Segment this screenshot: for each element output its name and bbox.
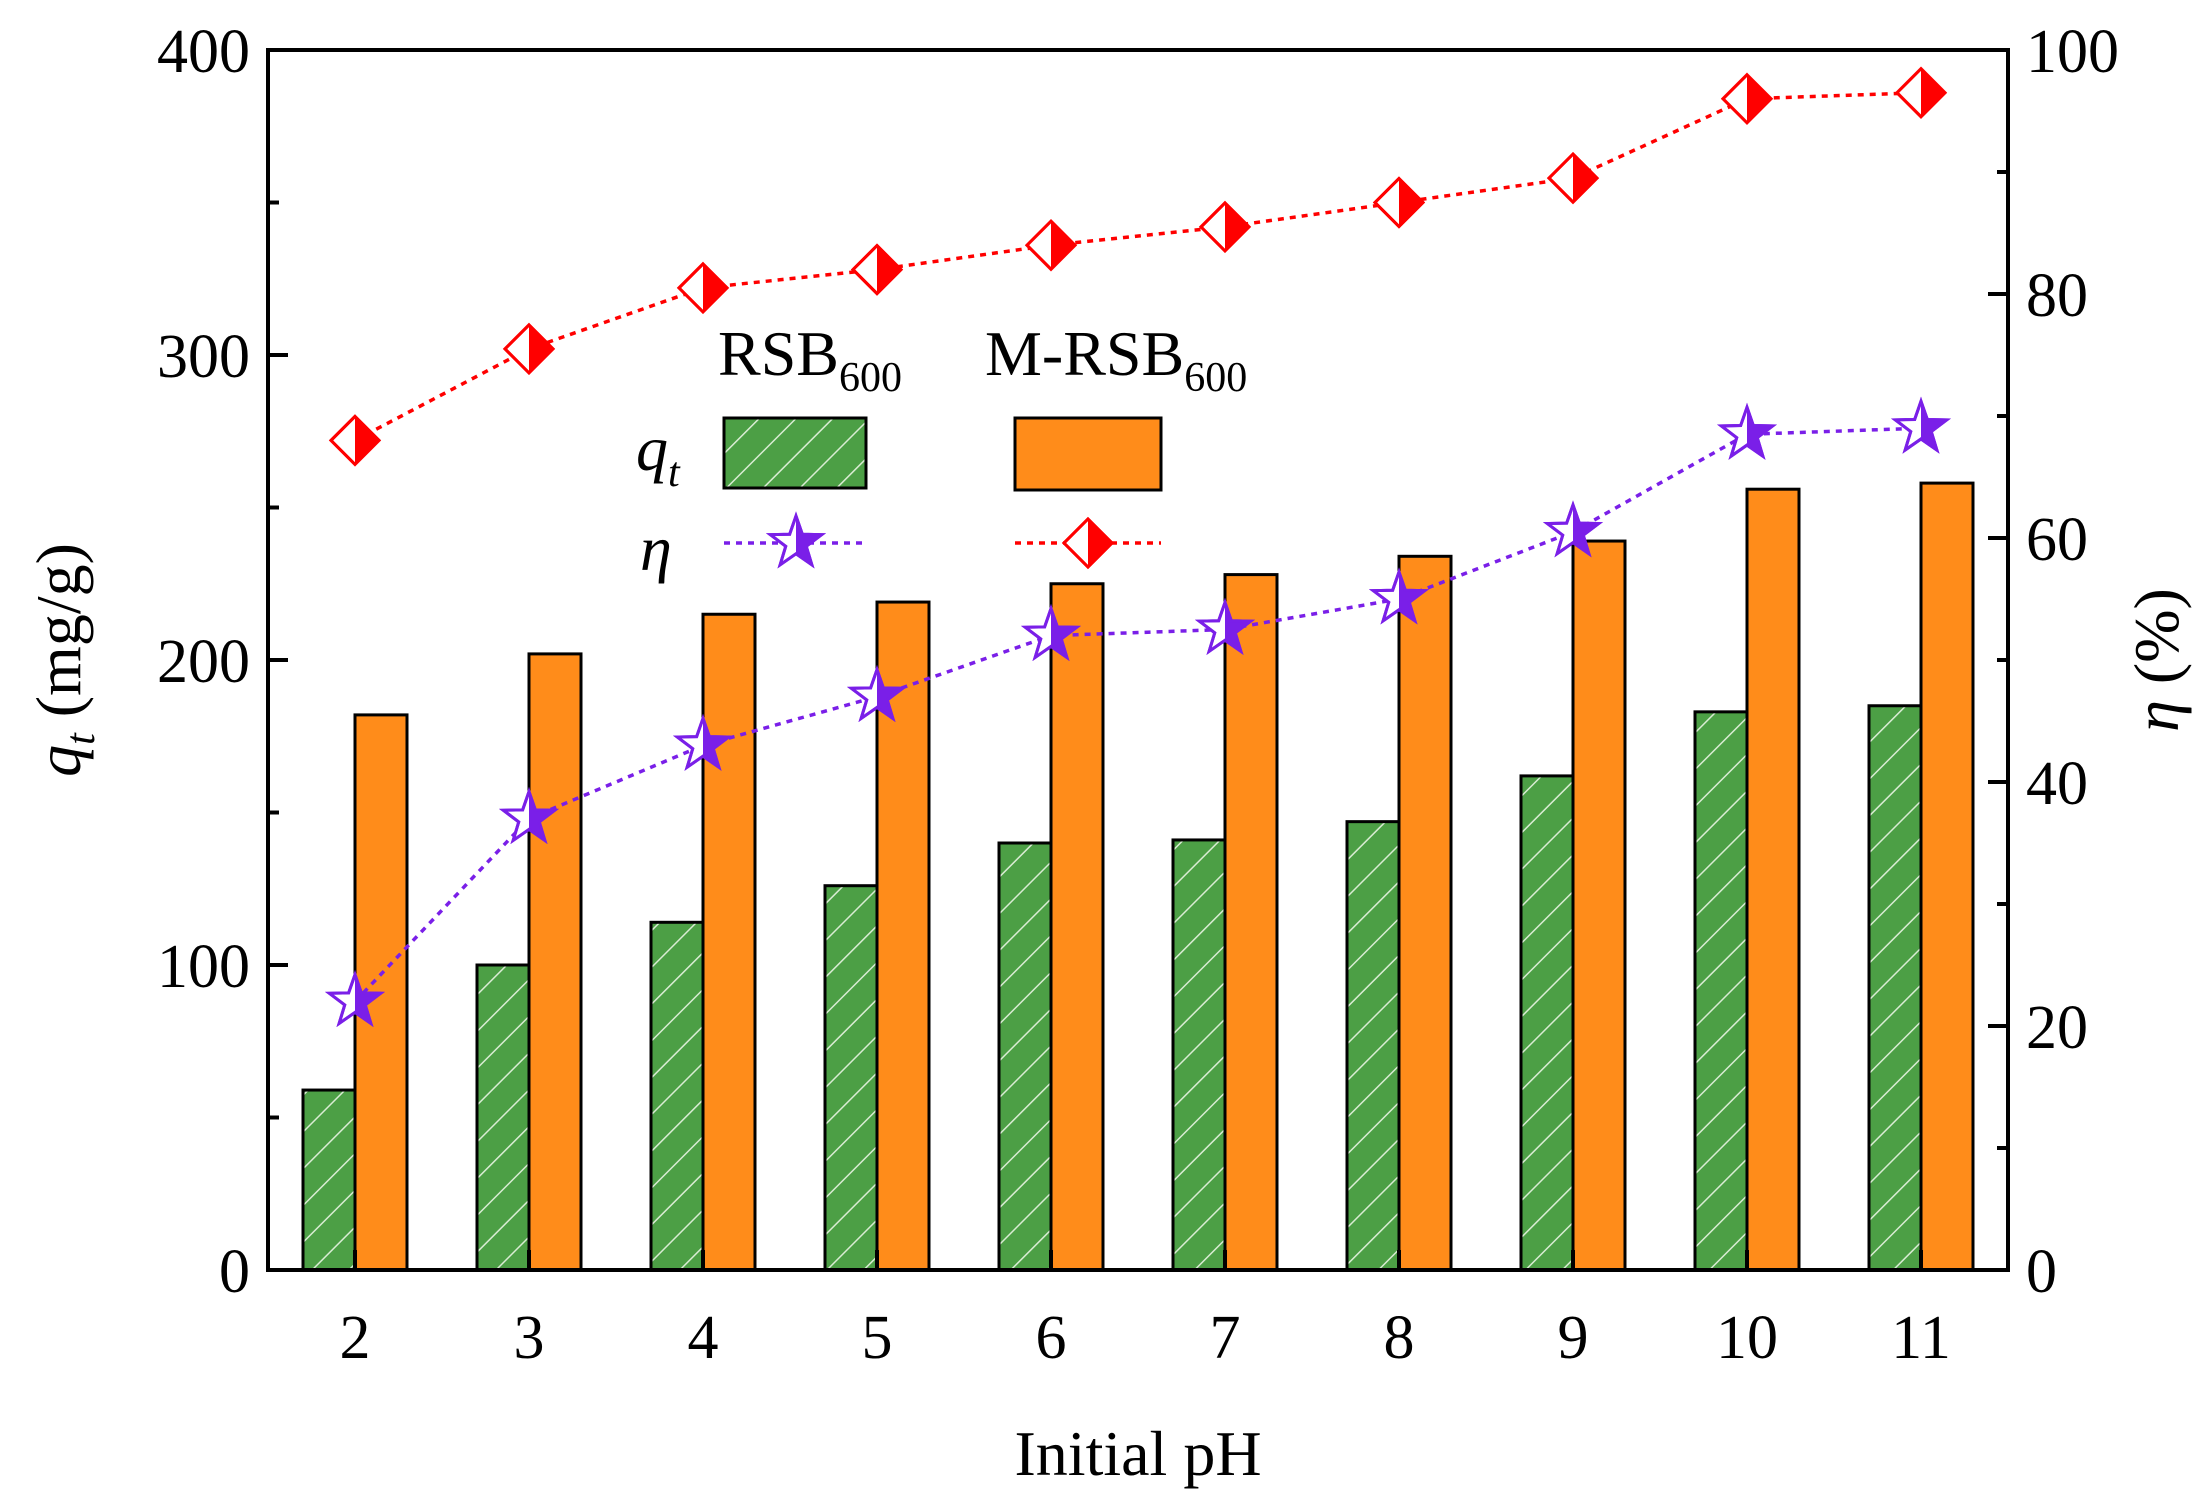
marker-rsb600-eta-ph-5 — [846, 665, 908, 723]
marker-rsb600-eta-ph-7 — [1194, 597, 1256, 656]
marker-m-rsb600-eta-ph-10 — [1720, 72, 1774, 125]
legend-row-eta: η — [640, 513, 672, 584]
marker-rsb600-eta-ph-10 — [1716, 402, 1778, 460]
bar-m-rsb600-ph-11 — [1919, 481, 1975, 1272]
bar-m-rsb600-ph-7 — [1223, 573, 1279, 1272]
y-left-axis-title: qt (mg/g) — [23, 543, 104, 777]
y-right-unit: (%) — [2121, 588, 2192, 700]
left-tick-label: 300 — [157, 323, 250, 391]
legend-col-m-rsb600: M-RSB600 — [985, 318, 1247, 401]
x-tick-label: 11 — [1891, 1304, 1951, 1372]
marker-m-rsb600-eta-ph-4 — [676, 261, 730, 315]
bar-m-rsb600-ph-6 — [1049, 582, 1105, 1272]
x-tick-label: 9 — [1558, 1304, 1589, 1372]
bars-layer — [301, 481, 1975, 1272]
lines-layer — [324, 66, 1952, 1028]
marker-m-rsb600-eta-ph-8 — [1372, 176, 1426, 229]
y-left-symbol: q — [23, 745, 94, 777]
bar-rsb600-ph-6 — [997, 841, 1053, 1272]
marker-rsb600-eta-ph-9 — [1542, 500, 1604, 558]
left-tick-label: 100 — [157, 933, 250, 1001]
x-tick-label: 3 — [514, 1304, 545, 1372]
y-right-symbol: η — [2121, 700, 2192, 732]
marker-rsb600-eta-ph-8 — [1368, 567, 1430, 625]
marker-rsb600-eta-ph-11 — [1890, 396, 1952, 454]
bar-m-rsb600-ph-8 — [1397, 554, 1453, 1272]
x-axis-title: Initial pH — [1014, 1418, 1261, 1489]
bar-rsb600-ph-3 — [475, 963, 531, 1272]
bar-rsb600-ph-8 — [1345, 820, 1401, 1272]
left-tick-label: 0 — [219, 1238, 250, 1306]
bar-rsb600-ph-9 — [1519, 774, 1575, 1272]
right-tick-label: 80 — [2026, 262, 2088, 330]
bar-rsb600-ph-4 — [649, 920, 705, 1272]
x-tick-label: 5 — [862, 1304, 893, 1372]
right-tick-label: 100 — [2026, 18, 2119, 86]
bar-rsb600-ph-7 — [1171, 838, 1227, 1272]
marker-m-rsb600-eta-ph-7 — [1198, 200, 1252, 254]
marker-m-rsb600-eta-ph-9 — [1546, 151, 1600, 205]
marker-m-rsb600-eta-ph-3 — [502, 322, 556, 376]
marker-m-rsb600-eta-ph-11 — [1894, 66, 1948, 119]
marker-m-rsb600-eta-ph-2 — [328, 414, 382, 467]
legend-marker-rsb600-eta — [765, 511, 827, 569]
bar-m-rsb600-ph-10 — [1745, 487, 1801, 1272]
axes-layer: 0 100 200 300 400 0 20 40 60 80 100 2 3 4 5 6 7 8 9 10 11 Ini… — [23, 18, 2192, 1489]
legend-marker-m-rsb600-eta — [1061, 516, 1115, 570]
marker-m-rsb600-eta-ph-6 — [1024, 219, 1078, 272]
marker-rsb600-eta-ph-6 — [1020, 604, 1082, 662]
y-left-subscript: t — [58, 732, 104, 745]
x-tick-label: 4 — [688, 1304, 719, 1372]
marker-rsb600-eta-ph-2 — [324, 970, 386, 1028]
marker-m-rsb600-eta-ph-5 — [850, 243, 904, 296]
right-tick-label: 0 — [2026, 1238, 2057, 1306]
line-m-rsb600-eta — [354, 90, 1922, 442]
left-tick-label: 200 — [157, 628, 250, 696]
y-right-axis-title: η (%) — [2121, 588, 2192, 732]
legend-col-rsb600: RSB600 — [718, 318, 902, 401]
x-tick-label: 10 — [1716, 1304, 1778, 1372]
x-tick-label: 8 — [1384, 1304, 1415, 1372]
line-rsb600-eta — [353, 426, 1922, 1003]
x-tick-label: 6 — [1036, 1304, 1067, 1372]
marker-rsb600-eta-ph-4 — [672, 713, 734, 771]
bar-rsb600-ph-5 — [823, 884, 879, 1272]
legend: RSB600 M-RSB600 qt η — [636, 318, 1247, 584]
y-left-unit: (mg/g) — [23, 543, 94, 733]
bar-rsb600-ph-2 — [301, 1088, 357, 1272]
x-tick-label: 7 — [1210, 1304, 1241, 1372]
bar-m-rsb600-ph-4 — [701, 612, 757, 1272]
left-tick-label: 400 — [157, 18, 250, 86]
bar-m-rsb600-ph-9 — [1571, 539, 1627, 1272]
right-tick-label: 20 — [2026, 994, 2088, 1062]
right-tick-label: 60 — [2026, 506, 2088, 574]
bar-rsb600-ph-10 — [1693, 710, 1749, 1272]
marker-rsb600-eta-ph-3 — [498, 787, 560, 845]
x-tick-label: 2 — [340, 1304, 371, 1372]
legend-swatch-rsb600-qt — [722, 416, 868, 490]
legend-row-qt: qt — [636, 413, 681, 496]
legend-swatch-m-rsb600-qt — [1013, 416, 1163, 492]
bar-m-rsb600-ph-3 — [527, 652, 583, 1272]
bar-rsb600-ph-11 — [1867, 704, 1923, 1272]
right-tick-label: 40 — [2026, 750, 2088, 818]
